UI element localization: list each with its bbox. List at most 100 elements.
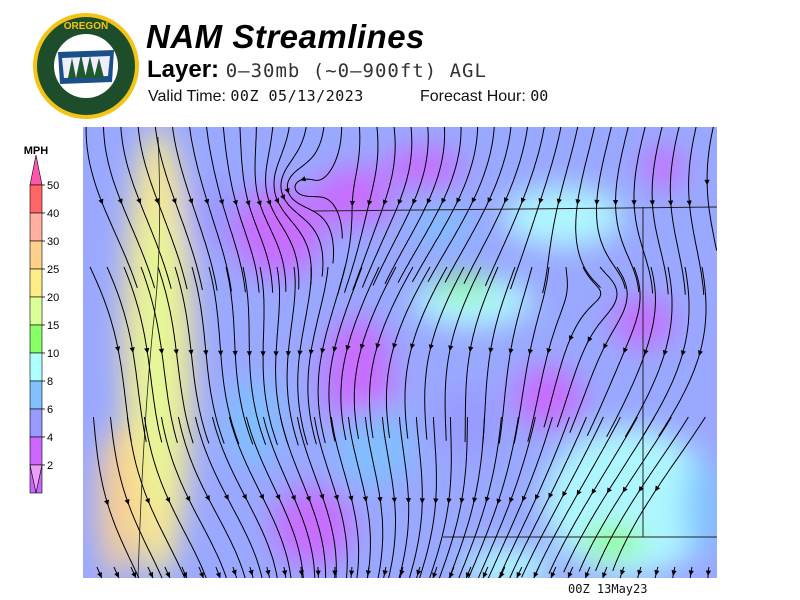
legend-unit: MPH — [24, 145, 49, 157]
streamline-arrow — [484, 496, 490, 503]
streamline-arrow — [165, 496, 171, 503]
streamline — [352, 127, 396, 291]
streamline — [444, 266, 482, 441]
streamline-arrow — [266, 199, 272, 206]
legend-label: 4 — [47, 432, 53, 444]
streamline-arrow — [471, 197, 477, 204]
streamline-arrow — [115, 346, 121, 353]
streamline-arrow — [259, 493, 264, 500]
streamline-arrow — [527, 348, 533, 355]
streamline-arrow — [231, 569, 237, 576]
streamline-arrow — [538, 197, 544, 204]
streamline-arrow — [671, 570, 677, 576]
streamline-arrow — [136, 198, 142, 205]
streamline-arrow — [459, 497, 465, 504]
streamline — [689, 566, 693, 578]
streamline — [353, 266, 397, 439]
streamline-arrow — [410, 343, 416, 350]
streamline — [225, 266, 254, 445]
streamline — [245, 416, 304, 578]
streamline-arrow — [391, 497, 397, 504]
legend-label: 10 — [47, 348, 59, 360]
legend-label: 15 — [47, 320, 59, 332]
streamline — [563, 416, 655, 573]
streamline-arrow — [248, 569, 254, 576]
streamline — [669, 127, 686, 295]
streamline-arrow — [260, 351, 266, 357]
legend-bin — [29, 352, 43, 382]
legend-label: 2 — [47, 460, 53, 472]
streamline-arrow — [129, 347, 135, 353]
streamline — [707, 566, 710, 578]
streamline-arrow — [297, 350, 303, 357]
streamline — [307, 266, 329, 445]
streamline — [211, 416, 278, 578]
legend-label: 20 — [47, 292, 59, 304]
streamline — [191, 266, 225, 444]
streamline-arrow — [245, 200, 251, 207]
streamline — [385, 266, 431, 439]
streamline-arrow — [509, 497, 514, 504]
streamline — [606, 266, 657, 438]
streamline-arrow — [441, 197, 447, 204]
legend-above-arrow — [29, 154, 43, 186]
streamline-arrow — [165, 571, 171, 578]
streamline — [154, 127, 203, 291]
streamline-arrow — [256, 200, 262, 207]
streamline — [612, 416, 706, 571]
streamline-arrow — [576, 489, 582, 496]
streamline-arrow — [348, 495, 354, 502]
streamline-arrow — [472, 497, 478, 504]
streamline — [366, 566, 370, 578]
streamline-arrow — [688, 570, 694, 576]
streamline-arrow — [520, 197, 526, 204]
streamline — [556, 266, 618, 428]
streamline-arrow — [568, 335, 574, 342]
streamline-arrow — [131, 571, 137, 578]
streamline-arrow — [654, 569, 660, 576]
streamline-arrow — [305, 495, 311, 502]
valid-time-label: Valid Time: — [148, 88, 226, 105]
streamline — [482, 266, 516, 444]
streamline — [464, 266, 499, 442]
streamline — [487, 416, 553, 578]
streamline-arrow — [465, 572, 471, 578]
streamline-arrow — [232, 199, 238, 206]
streamline-arrow — [300, 176, 307, 182]
streamline — [411, 127, 479, 283]
streamline — [399, 566, 404, 578]
streamline — [317, 566, 319, 578]
streamline — [542, 127, 579, 294]
streamline-arrow — [274, 197, 280, 204]
streamline — [463, 127, 528, 284]
streamline — [300, 566, 303, 578]
streamline-map — [83, 127, 717, 578]
streamline — [286, 127, 334, 264]
streamline — [498, 266, 533, 444]
streamline-arrow — [365, 570, 372, 576]
legend-bin — [29, 240, 43, 270]
legend-below-arrow — [29, 464, 43, 494]
streamline — [427, 127, 495, 283]
streamline-arrow — [158, 348, 164, 355]
streamline-arrow — [416, 569, 422, 576]
streamline-arrow — [399, 569, 405, 576]
legend-label: 8 — [47, 376, 53, 388]
streamline — [543, 266, 602, 428]
streamline — [416, 566, 421, 578]
streamline — [160, 416, 227, 578]
streamline-arrow — [117, 198, 123, 205]
streamline — [595, 416, 689, 572]
streamline — [259, 266, 278, 446]
streamline-arrow — [521, 495, 527, 502]
forecast-hour: Forecast Hour: 00 — [420, 87, 548, 106]
legend-label: 50 — [47, 180, 59, 192]
streamline — [477, 416, 536, 578]
streamline — [297, 266, 312, 446]
streamline-arrow — [496, 498, 502, 505]
legend-bin — [29, 436, 43, 466]
streamline — [194, 416, 263, 578]
streamline-arrow — [697, 350, 703, 357]
legend-bin — [29, 408, 43, 438]
streamline — [651, 127, 669, 295]
